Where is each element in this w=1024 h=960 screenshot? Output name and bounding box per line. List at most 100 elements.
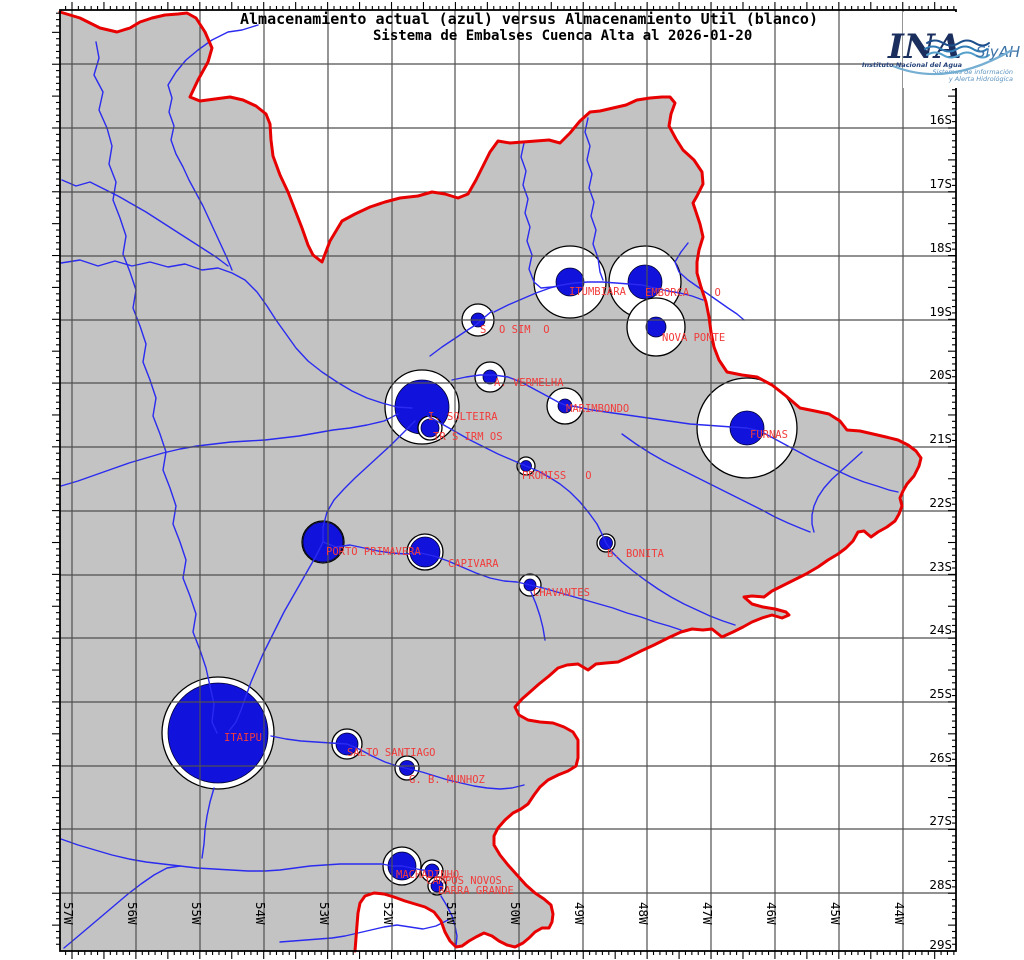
map-frame <box>59 9 957 952</box>
river-line <box>322 541 682 631</box>
river-line <box>429 310 493 357</box>
reservoir-label-i-solteira: I. SOLTEIRA <box>428 411 498 423</box>
lat-label-23S: 23S <box>929 559 952 574</box>
river-network <box>60 24 899 949</box>
lon-label-48W: 48W <box>636 902 651 925</box>
river-line <box>60 259 413 409</box>
lon-label-53W: 53W <box>317 902 332 925</box>
lon-label-56W: 56W <box>125 902 140 925</box>
reservoir-label-salto-santiago: SALTO SANTIAGO <box>347 747 436 759</box>
reservoir-labels: ITUMBIARA EMBORCA O NOVA PONTE S O SIM O A. … <box>224 286 788 897</box>
reservoir-label-a-vermelha: A. VERMELHA <box>494 377 564 389</box>
river-line <box>60 838 433 872</box>
river-line <box>93 41 218 734</box>
river-line <box>63 865 181 949</box>
river-line <box>674 242 745 321</box>
lat-label-27S: 27S <box>929 813 952 828</box>
river-line <box>440 895 458 947</box>
river-line <box>279 919 449 943</box>
lat-label-18S: 18S <box>929 240 952 255</box>
river-line <box>201 787 215 859</box>
logo-siyah-text: SiyAH <box>976 43 1020 61</box>
reservoir-label-capivara: CAPIVARA <box>448 558 499 570</box>
river-line <box>520 142 563 289</box>
reservoir-label-porto-primavera: PORTO PRIMAVERA <box>326 546 422 558</box>
logo-wave-icon <box>926 51 990 59</box>
river-line <box>61 179 229 267</box>
reservoir-storage-circle-a-vermelha <box>482 369 498 385</box>
lat-label-28S: 28S <box>929 877 952 892</box>
lat-label-19S: 19S <box>929 304 952 319</box>
reservoir-label-itaipu: ITAIPU <box>224 732 262 744</box>
reservoir-label-machadinho: MACHADINHO <box>396 869 459 881</box>
lon-label-52W: 52W <box>381 902 396 925</box>
basin-boundary <box>58 10 923 953</box>
reservoir-storage-circle-emborcacao <box>627 264 663 300</box>
lat-label-25S: 25S <box>929 686 952 701</box>
reservoir-label-sao-simao: S O SIM O <box>480 324 550 336</box>
axis-labels: 16S 17S 18S 19S 20S 21S 22S 23S 24S 25S 26S 27S 28S 2… <box>61 112 952 952</box>
map-title-line1: Almacenamiento actual (azul) versus Alma… <box>240 10 818 28</box>
reservoir-label-itumbiara: ITUMBIARA <box>569 286 627 298</box>
lat-label-16S: 16S <box>929 112 952 127</box>
reservoir-label-g-b-munhoz: G. B. MUNHOZ <box>409 774 485 786</box>
lat-label-29S: 29S <box>929 937 952 952</box>
lon-label-49W: 49W <box>572 902 587 925</box>
basin-landmass <box>60 12 921 951</box>
lon-label-55W: 55W <box>189 902 204 925</box>
lat-label-21S: 21S <box>929 431 952 446</box>
logo-wave-icon <box>924 45 988 53</box>
reservoir-circles <box>161 245 798 896</box>
lon-label-46W: 46W <box>764 902 779 925</box>
river-line <box>811 451 863 533</box>
reservoir-storage-circle-tres-irmaos <box>420 418 440 438</box>
lon-label-54W: 54W <box>253 902 268 925</box>
reservoir-label-emborcacao: EMBORCA O <box>645 287 721 299</box>
logo-subtitle-2: Sistemas de información <box>933 68 1013 76</box>
river-line <box>451 374 899 493</box>
river-line <box>167 24 259 271</box>
reservoir-label-nova-ponte: NOVA PONTE <box>662 332 725 344</box>
reservoir-label-campos-novos: CAMPOS NOVOS <box>426 875 502 887</box>
river-line <box>530 591 546 641</box>
reservoir-storage-circle-itaipu <box>167 682 269 784</box>
logo-background <box>903 12 1020 88</box>
logo-subtitle-1: Instituto Nacional del Agua <box>862 61 962 69</box>
ina-siyah-logo: INA SiyAH Instituto Nacional del Agua Si… <box>862 12 1020 88</box>
lat-label-26S: 26S <box>929 750 952 765</box>
reservoir-label-furnas: FURNAS <box>750 429 788 441</box>
graticule-grid <box>60 10 956 951</box>
map-titles: Almacenamiento actual (azul) versus Alma… <box>240 10 818 44</box>
reservoir-label-b-bonita: B. BONITA <box>607 548 665 560</box>
lat-label-22S: 22S <box>929 495 952 510</box>
lon-label-45W: 45W <box>828 902 843 925</box>
frame-ticks <box>52 2 956 959</box>
river-line <box>621 433 811 533</box>
map-title-line2: Sistema de Embalses Cuenca Alta al 2026-… <box>373 28 752 44</box>
reservoir-storage-circle-barra-grande <box>430 879 444 893</box>
river-line <box>493 281 704 313</box>
river-line <box>270 735 525 790</box>
lat-label-20S: 20S <box>929 367 952 382</box>
river-line <box>584 117 604 281</box>
reservoir-label-promissao: PROMISS O <box>522 470 592 482</box>
river-line <box>427 415 736 626</box>
logo-swoosh-icon <box>892 49 1013 76</box>
lat-label-24S: 24S <box>929 622 952 637</box>
reservoir-label-tres-irmaos: TR S IRM OS <box>433 431 503 443</box>
logo-subtitle-3: y Alerta Hidrológica <box>948 75 1013 83</box>
lon-label-50W: 50W <box>508 902 523 925</box>
reservoir-label-chavantes: CHAVANTES <box>533 587 590 599</box>
logo-wave-icon <box>926 39 990 47</box>
lon-label-57W: 57W <box>61 902 76 925</box>
lon-label-51W: 51W <box>444 902 459 925</box>
lon-label-47W: 47W <box>700 902 715 925</box>
river-line <box>60 413 399 487</box>
lat-label-17S: 17S <box>929 176 952 191</box>
river-line <box>228 420 416 732</box>
reservoir-label-marimbondo: MARIMBONDO <box>566 403 629 415</box>
lon-label-44W: 44W <box>892 902 907 925</box>
